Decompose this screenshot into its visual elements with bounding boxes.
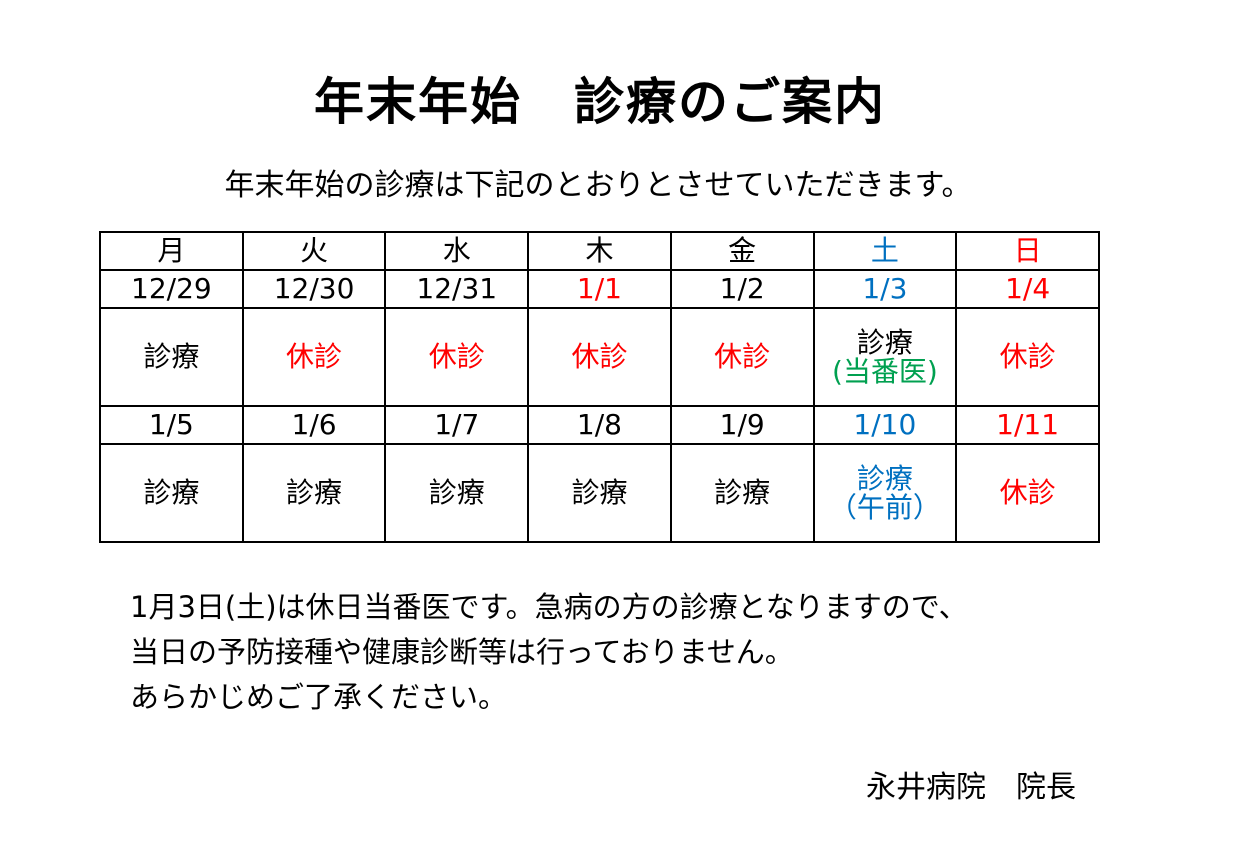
status-cell: 休診 xyxy=(384,307,530,407)
date-cell: 1/8 xyxy=(527,405,672,445)
status-cell: 休診 xyxy=(241,307,387,407)
weekday-cell: 土 xyxy=(812,231,958,271)
weekday-cell: 水 xyxy=(384,231,530,271)
week1-date-row: 12/29 12/30 12/31 1/1 1/2 1/3 1/4 xyxy=(99,269,1100,309)
page-title: 年末年始 診療のご案内 xyxy=(314,73,886,131)
week2-status-row: 診療 診療 診療 診療 診療 診療 （午前） 休診 xyxy=(99,443,1100,543)
week2-date-row: 1/5 1/6 1/7 1/8 1/9 1/10 1/11 xyxy=(99,405,1100,445)
status-main-text: 診療 xyxy=(856,325,913,359)
signature: 永井病院 院長 xyxy=(866,770,1076,805)
date-cell: 12/30 xyxy=(241,269,387,309)
weekday-cell: 日 xyxy=(955,231,1100,271)
weekday-cell: 月 xyxy=(99,231,244,271)
status-cell-duty: 診療 (当番医) xyxy=(812,307,958,407)
week1-status-row: 診療 休診 休診 休診 休診 診療 (当番医) 休診 xyxy=(99,307,1100,407)
schedule-table: 月 火 水 木 金 土 日 12/29 12/30 12/31 1/1 1/2 … xyxy=(99,231,1100,543)
date-cell: 1/10 xyxy=(812,405,958,445)
weekday-cell: 金 xyxy=(669,231,815,271)
status-main-text: 診療 xyxy=(856,461,913,495)
notice-line: あらかじめご了承ください。 xyxy=(130,680,508,714)
status-cell: 診療 xyxy=(99,307,244,407)
date-cell: 1/5 xyxy=(99,405,244,445)
date-cell: 1/11 xyxy=(955,405,1100,445)
weekday-header-row: 月 火 水 木 金 土 日 xyxy=(99,231,1100,271)
date-cell: 12/31 xyxy=(384,269,530,309)
status-cell: 診療 xyxy=(384,443,530,543)
date-cell: 1/2 xyxy=(669,269,815,309)
date-cell: 1/7 xyxy=(384,405,530,445)
status-cell: 診療 xyxy=(241,443,387,543)
notice-line: 1月3日(土)は休日当番医です。急病の方の診療となりますので、 xyxy=(130,590,968,624)
weekday-cell: 火 xyxy=(241,231,387,271)
date-cell: 12/29 xyxy=(99,269,244,309)
status-cell-morning: 診療 （午前） xyxy=(812,443,958,543)
status-cell: 診療 xyxy=(669,443,815,543)
date-cell: 1/3 xyxy=(812,269,958,309)
weekday-cell: 木 xyxy=(527,231,672,271)
page-subtitle: 年末年始の診療は下記のとおりとさせていただきます。 xyxy=(224,168,972,203)
status-sub-text: (当番医) xyxy=(831,355,938,388)
date-cell: 1/4 xyxy=(955,269,1100,309)
notice-line: 当日の予防接種や健康診断等は行っておりません。 xyxy=(130,635,794,669)
status-cell: 休診 xyxy=(669,307,815,407)
date-cell: 1/1 xyxy=(527,269,672,309)
date-cell: 1/9 xyxy=(669,405,815,445)
status-cell: 休診 xyxy=(527,307,672,407)
notice-text: 1月3日(土)は休日当番医です。急病の方の診療となりますので、 当日の予防接種や… xyxy=(130,585,968,720)
date-cell: 1/6 xyxy=(241,405,387,445)
status-sub-text: （午前） xyxy=(828,491,941,524)
status-cell: 休診 xyxy=(955,443,1100,543)
status-cell: 診療 xyxy=(99,443,244,543)
status-cell: 診療 xyxy=(527,443,672,543)
status-cell: 休診 xyxy=(955,307,1100,407)
